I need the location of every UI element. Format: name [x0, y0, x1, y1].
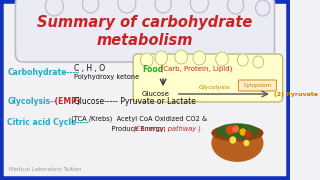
Text: C , H , O: C , H , O [74, 64, 105, 73]
Circle shape [216, 52, 228, 66]
Circle shape [233, 126, 238, 132]
Circle shape [83, 0, 99, 13]
Circle shape [155, 0, 171, 13]
Text: Glycolysis--: Glycolysis-- [7, 96, 57, 105]
FancyBboxPatch shape [133, 54, 283, 102]
Circle shape [118, 0, 136, 13]
Text: Polyhydroxy ketone: Polyhydroxy ketone [74, 74, 140, 80]
Text: Glucose----- Pyruvate or Lactate: Glucose----- Pyruvate or Lactate [69, 96, 196, 105]
Text: (Common pathway ): (Common pathway ) [132, 126, 201, 132]
Text: Glucose: Glucose [141, 91, 169, 97]
Text: Cytoplasm: Cytoplasm [243, 83, 271, 88]
Text: Glycolysis: Glycolysis [199, 84, 230, 89]
Circle shape [255, 0, 270, 16]
Text: (EMP): (EMP) [52, 96, 80, 105]
Text: Summary of carbohydrate: Summary of carbohydrate [37, 15, 252, 30]
Circle shape [240, 129, 245, 135]
Circle shape [193, 51, 206, 65]
Circle shape [175, 50, 188, 64]
Circle shape [45, 0, 63, 16]
Circle shape [237, 54, 248, 66]
Circle shape [230, 137, 236, 143]
Ellipse shape [217, 124, 258, 138]
Text: (TCA /Krebs)  Acetyl CoA Oxidized CO2 &: (TCA /Krebs) Acetyl CoA Oxidized CO2 & [69, 116, 207, 122]
Circle shape [245, 131, 251, 137]
Circle shape [190, 0, 208, 13]
Ellipse shape [212, 125, 263, 161]
Circle shape [155, 51, 168, 65]
Circle shape [227, 126, 234, 134]
FancyBboxPatch shape [15, 0, 275, 62]
Text: (2) Pyruvate: (2) Pyruvate [274, 91, 318, 96]
Circle shape [140, 53, 153, 67]
Text: (Carb, Protein, Lipid): (Carb, Protein, Lipid) [156, 66, 232, 72]
Circle shape [244, 141, 249, 145]
Text: Produce Energy,: Produce Energy, [69, 126, 165, 132]
Text: Medical Laboratory Tuition: Medical Laboratory Tuition [9, 168, 82, 172]
FancyBboxPatch shape [1, 1, 289, 179]
Text: Citric acid Cycle----: Citric acid Cycle---- [7, 118, 89, 127]
Circle shape [228, 0, 244, 14]
Circle shape [253, 56, 264, 68]
Text: metabolism: metabolism [97, 33, 193, 48]
Ellipse shape [212, 125, 263, 141]
Text: Carbohydrate----: Carbohydrate---- [7, 68, 79, 76]
FancyBboxPatch shape [238, 80, 276, 91]
Text: Food: Food [142, 64, 164, 73]
